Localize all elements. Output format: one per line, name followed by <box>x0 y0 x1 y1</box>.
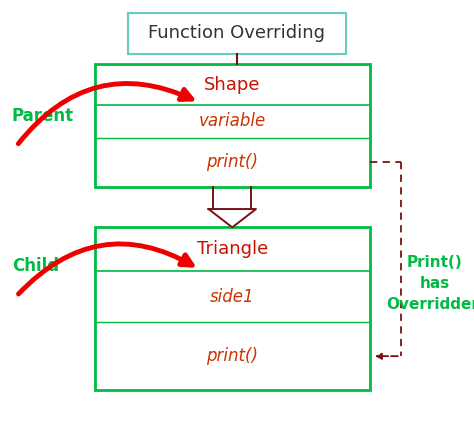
Bar <box>128 13 346 54</box>
Text: side1: side1 <box>210 288 255 305</box>
Text: Function Overriding: Function Overriding <box>148 24 326 42</box>
Text: Print()
has
Overridden: Print() has Overridden <box>386 255 474 311</box>
Text: variable: variable <box>199 112 266 130</box>
Text: Shape: Shape <box>204 76 261 94</box>
Bar <box>95 64 370 187</box>
Text: Parent: Parent <box>12 107 74 125</box>
Text: print(): print() <box>206 153 258 171</box>
Bar <box>95 227 370 390</box>
Text: Child: Child <box>12 257 59 275</box>
Text: print(): print() <box>206 347 258 365</box>
Polygon shape <box>209 209 256 227</box>
Text: Triangle: Triangle <box>197 240 268 258</box>
